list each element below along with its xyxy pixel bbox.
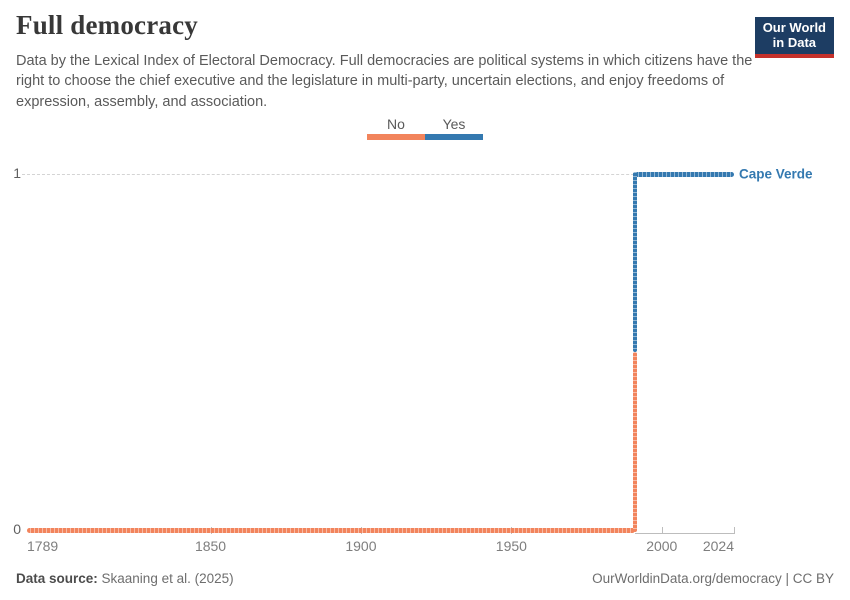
data-source-label: Data source:	[16, 571, 98, 586]
legend-color-bar	[367, 134, 425, 140]
gridline-y1	[22, 174, 734, 175]
legend-item-yes[interactable]: Yes	[425, 116, 483, 140]
x-axis-label-1900: 1900	[345, 538, 377, 554]
chart-subtitle: Data by the Lexical Index of Electoral D…	[16, 53, 753, 110]
x-axis-tick-2000	[661, 527, 663, 534]
data-source: Data source: Skaaning et al. (2025)	[16, 571, 234, 586]
series-line-no[interactable]	[27, 527, 635, 533]
owid-url-link[interactable]: OurWorldinData.org/democracy | CC BY	[592, 571, 834, 586]
x-axis-label-1850: 1850	[194, 538, 227, 554]
y-axis-label-1: 1	[13, 165, 21, 181]
x-axis-label-1950: 1950	[495, 538, 527, 554]
data-source-value: Skaaning et al. (2025)	[97, 571, 234, 586]
chart-title: Full democracy	[16, 10, 199, 40]
owid-logo-line1: Our World	[762, 20, 826, 35]
legend-label: No	[387, 116, 405, 132]
x-axis-tick-2024	[734, 527, 735, 534]
series-line-yes[interactable]	[634, 171, 734, 177]
x-axis-label-1789: 1789	[27, 538, 59, 554]
legend: No Yes	[0, 116, 850, 140]
y-axis-label-0: 0	[13, 521, 21, 537]
owid-logo[interactable]: Our World in Data	[754, 17, 834, 58]
legend-item-no[interactable]: No	[367, 116, 425, 140]
chart-footer: Data source: Skaaning et al. (2025) OurW…	[16, 571, 834, 586]
series-line-transition-lower[interactable]	[632, 352, 637, 532]
entity-label-cape-verde[interactable]: Cape Verde	[739, 166, 813, 182]
legend-color-bar	[425, 134, 483, 140]
legend-label: Yes	[442, 116, 466, 132]
series-line-transition-upper[interactable]	[632, 172, 637, 352]
owid-logo-line2: in Data	[772, 34, 817, 50]
x-axis-line	[634, 533, 734, 534]
x-axis-label-2024: 2024	[702, 538, 734, 554]
x-axis-label-2000: 2000	[646, 538, 678, 554]
